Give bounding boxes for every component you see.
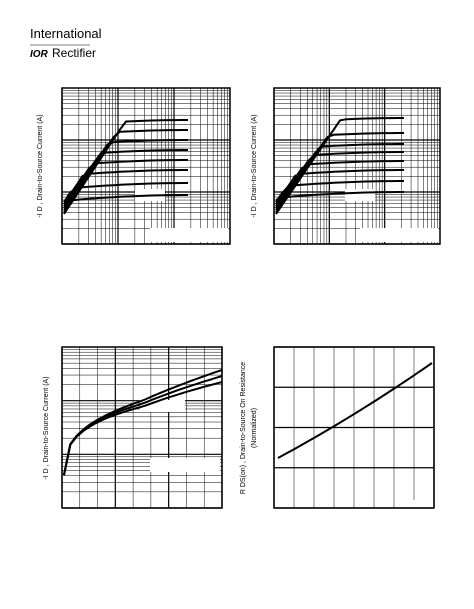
company-name: International xyxy=(30,26,102,41)
legend-box xyxy=(345,189,375,201)
y-axis-label: -I D , Drain-to-Source Current (A) xyxy=(37,114,44,217)
curve xyxy=(63,381,223,476)
y-axis-label: R DS(on) , Drain-to-Source On Resistance xyxy=(240,362,247,494)
logo: IOR xyxy=(30,49,49,60)
legend-box xyxy=(150,458,220,472)
curve xyxy=(63,182,188,203)
division-name: Rectifier xyxy=(52,46,96,60)
plot-frame xyxy=(61,87,231,245)
y-axis-label: -I D , Drain-to-Source Current (A) xyxy=(43,376,50,479)
curve xyxy=(63,169,188,205)
plot-frame xyxy=(273,87,441,245)
plot-frame xyxy=(61,346,223,509)
legend-box xyxy=(150,228,228,242)
y-axis-label: (Normalized) xyxy=(251,408,258,448)
legend-box xyxy=(398,500,432,507)
legend-box xyxy=(360,228,438,242)
curve xyxy=(63,119,188,215)
curve xyxy=(63,139,188,211)
y-axis-label: -I D , Drain-to-Source Current (A) xyxy=(251,114,258,217)
curve xyxy=(63,129,188,213)
curve xyxy=(63,194,188,202)
plot-frame xyxy=(273,346,435,509)
curve xyxy=(63,149,188,209)
curve xyxy=(275,169,404,205)
curve xyxy=(275,180,404,203)
curve xyxy=(275,132,404,213)
curve xyxy=(275,117,404,215)
curve xyxy=(275,143,404,211)
curve xyxy=(277,362,433,459)
curve xyxy=(275,191,404,201)
curve xyxy=(275,151,404,209)
